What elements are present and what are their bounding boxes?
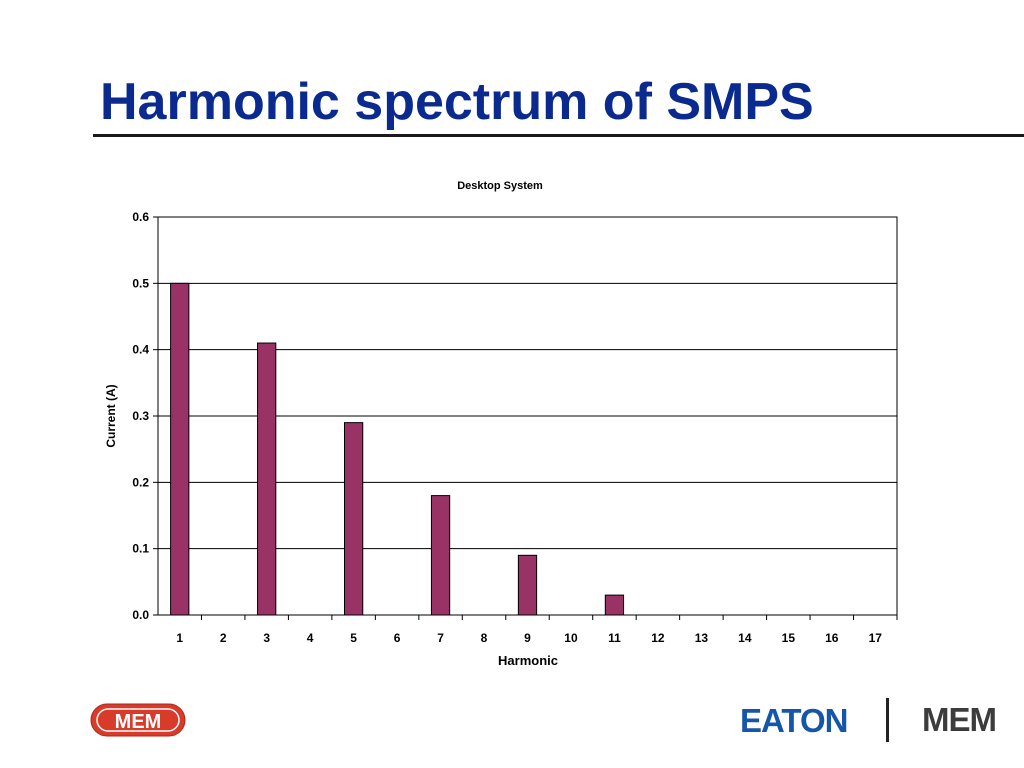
y-tick-label: 0.6 [132,210,149,224]
x-tick-label: 9 [524,631,531,645]
x-tick-label: 8 [481,631,488,645]
chart-title: Desktop System [457,180,543,192]
mem-logo-right: MEM [922,701,997,738]
x-axis-ticks: 1 2 3 4 5 6 7 8 9 10 11 12 13 14 15 16 17 [176,615,898,645]
x-tick-label: 11 [608,631,621,645]
eaton-logo-text: EATON [740,702,848,739]
x-tick-label: 12 [651,631,665,645]
x-tick-label: 3 [263,631,270,645]
y-tick-label: 0.1 [132,542,149,556]
x-tick-label: 4 [307,631,314,645]
y-tick-label: 0.3 [132,409,149,423]
x-tick-label: 6 [394,631,401,645]
bar-harmonic-5 [343,422,364,616]
bar-harmonic-11 [604,594,625,616]
y-tick-label: 0.5 [132,276,149,290]
y-tick-label: 0.0 [132,608,149,622]
x-tick-label: 16 [825,631,839,645]
bar-harmonic-9 [517,554,538,616]
x-tick-label: 13 [695,631,709,645]
bar-harmonic-1 [170,282,190,616]
x-tick-label: 2 [220,631,227,645]
bar-harmonic-7 [430,495,451,616]
title-divider [93,134,1024,137]
x-axis-label: Harmonic [498,653,558,668]
mem-logo-left: MEM [90,703,186,737]
x-tick-label: 1 [176,631,183,645]
y-axis-ticks: 0.0 0.1 0.2 0.3 0.4 0.5 0.6 [132,210,158,622]
eaton-logo: EATON [740,702,848,739]
x-tick-label: 10 [564,631,578,645]
x-tick-label: 14 [738,631,752,645]
logo-separator [886,698,889,742]
slide-title: Harmonic spectrum of SMPS [100,73,814,131]
mem-logo-left-text: MEM [115,711,162,733]
y-tick-label: 0.4 [132,343,149,357]
bar-harmonic-3 [257,342,277,616]
x-tick-label: 7 [437,631,444,645]
x-tick-label: 17 [869,631,883,645]
x-tick-label: 5 [350,631,357,645]
bar-chart: Desktop System Current (A) Harmonic 0.00… [104,180,898,668]
bars [170,282,625,616]
y-axis-label: Current (A) [104,384,118,447]
x-tick-label: 15 [782,631,796,645]
y-tick-label: 0.2 [132,475,149,489]
gridlines [158,282,897,550]
